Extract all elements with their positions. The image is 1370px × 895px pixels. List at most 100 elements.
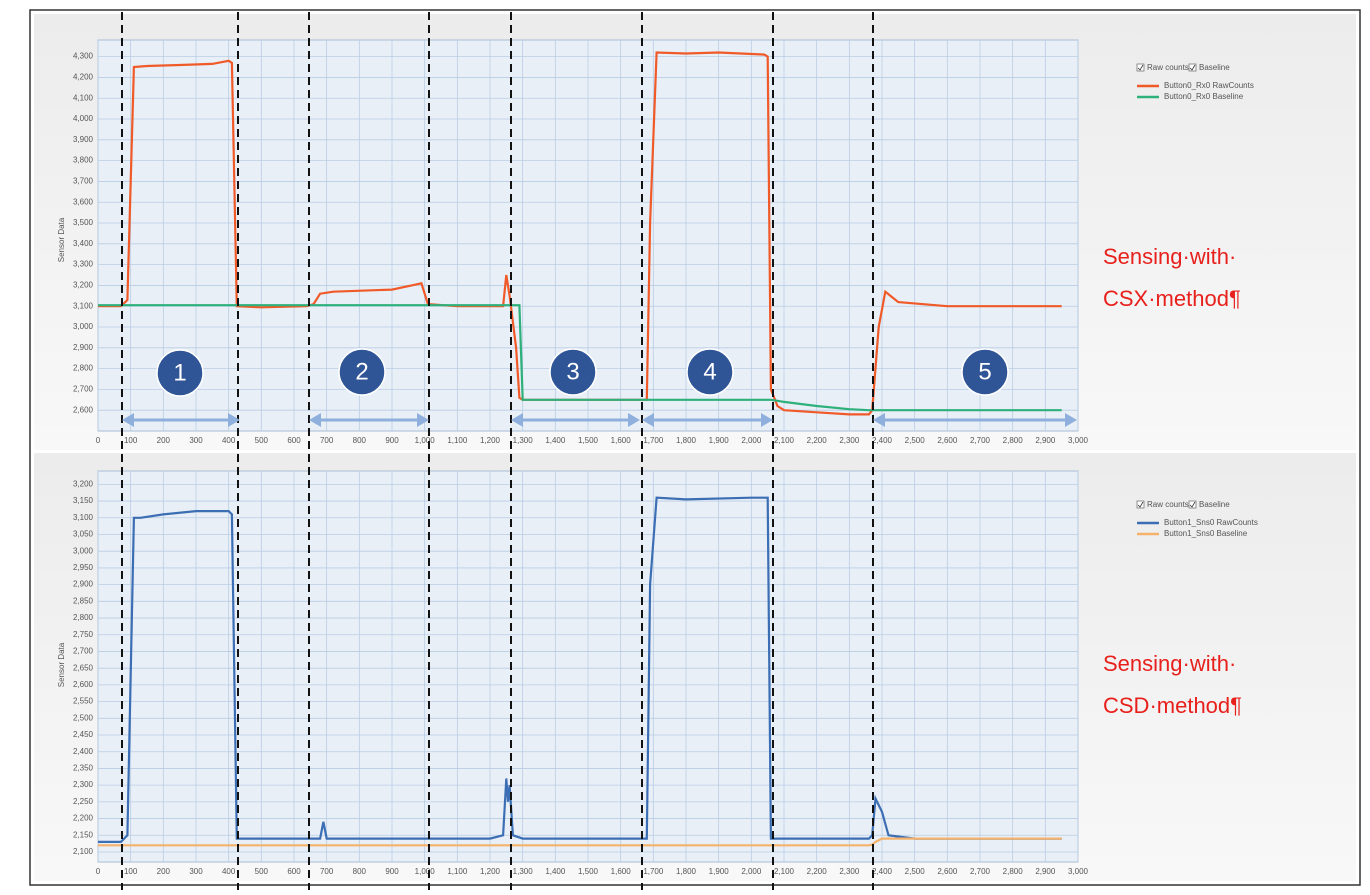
x-tick-label: 2,200: [807, 436, 828, 445]
y-tick-label: 2,650: [73, 663, 94, 672]
x-tick-label: 1,200: [480, 436, 501, 445]
y-tick-label: 2,450: [73, 730, 94, 739]
x-tick-label: 2,900: [1035, 867, 1056, 876]
y-tick-label: 3,200: [73, 281, 94, 290]
x-tick-label: 0: [96, 436, 101, 445]
x-tick-label: 2,300: [839, 436, 860, 445]
x-tick-label: 2,800: [1003, 436, 1024, 445]
y-tick-label: 4,000: [73, 114, 94, 123]
annotation: CSX·method¶: [1103, 286, 1241, 311]
legend-option: Raw counts: [1147, 63, 1189, 72]
legend-label: Button0_Rx0 RawCounts: [1164, 81, 1254, 90]
y-tick-label: 2,250: [73, 797, 94, 806]
x-tick-label: 1,300: [513, 436, 534, 445]
check: [1189, 64, 1196, 71]
y-tick-label: 3,600: [73, 197, 94, 206]
x-tick-label: 2,800: [1003, 867, 1024, 876]
x-tick-label: 700: [320, 867, 334, 876]
x-tick-label: 800: [353, 436, 367, 445]
x-tick-label: 600: [287, 867, 301, 876]
x-tick-label: 2,700: [970, 867, 991, 876]
y-tick-label: 2,800: [73, 364, 94, 373]
y-tick-label: 2,200: [73, 814, 94, 823]
x-tick-label: 100: [124, 867, 138, 876]
x-tick-label: 1,400: [545, 436, 566, 445]
x-tick-label: 1,500: [578, 867, 599, 876]
series-line: [98, 304, 1062, 412]
check: [1137, 501, 1144, 508]
x-tick-label: 2,400: [872, 867, 893, 876]
y-tick-label: 2,600: [73, 680, 94, 689]
annotation: CSD·method¶: [1103, 693, 1242, 718]
x-tick-label: 2,500: [905, 436, 926, 445]
x-tick-label: 1,900: [709, 436, 730, 445]
y-axis-label: Sensor Data: [57, 642, 66, 687]
arrows: [122, 413, 1077, 427]
y-tick-label: 3,500: [73, 218, 94, 227]
region-badge: [961, 348, 1009, 396]
region-badge: [338, 348, 386, 396]
y-tick-label: 2,950: [73, 563, 94, 572]
y-tick-label: 2,500: [73, 713, 94, 722]
x-tick-label: 2,300: [839, 867, 860, 876]
y-tick-label: 2,700: [73, 647, 94, 656]
x-tick-label: 700: [320, 436, 334, 445]
y-tick-label: 3,400: [73, 239, 94, 248]
region-number: 1: [173, 359, 186, 386]
x-tick-label: 1,700: [643, 436, 664, 445]
y-tick-label: 2,100: [73, 847, 94, 856]
x-tick-label: 1,500: [578, 436, 599, 445]
legend-option: Baseline: [1199, 500, 1230, 509]
x-tick-label: 500: [255, 867, 269, 876]
x-tick-label: 1,600: [611, 867, 632, 876]
x-tick-label: 300: [189, 436, 203, 445]
y-tick-label: 2,700: [73, 385, 94, 394]
y-tick-label: 3,000: [73, 546, 94, 555]
y-tick-label: 3,050: [73, 530, 94, 539]
legend-option: Baseline: [1199, 63, 1230, 72]
x-tick-label: 3,000: [1068, 867, 1089, 876]
x-tick-label: 900: [385, 867, 399, 876]
x-tick-label: 300: [189, 867, 203, 876]
x-tick-label: 600: [287, 436, 301, 445]
region-badge: [156, 349, 204, 397]
y-tick-label: 2,900: [73, 580, 94, 589]
legend-option: Raw counts: [1147, 500, 1189, 509]
x-tick-label: 1,700: [643, 867, 664, 876]
y-tick-label: 2,600: [73, 405, 94, 414]
y-tick-label: 2,400: [73, 747, 94, 756]
y-tick-label: 2,850: [73, 596, 94, 605]
y-tick-label: 4,300: [73, 52, 94, 61]
x-tick-label: 400: [222, 436, 236, 445]
legend-label: Button1_Sns0 Baseline: [1164, 529, 1248, 538]
check: [1137, 64, 1144, 71]
legend-checkbox: [1188, 500, 1197, 509]
x-tick-label: 1,100: [447, 867, 468, 876]
x-tick-label: 1,000: [415, 436, 436, 445]
x-tick-label: 1,300: [513, 867, 534, 876]
legend-checkbox: [1136, 500, 1145, 509]
region-badge: [686, 348, 734, 396]
legend-label: Button1_Sns0 RawCounts: [1164, 518, 1258, 527]
legend-label: Button0_Rx0 Baseline: [1164, 92, 1244, 101]
region-number: 4: [703, 358, 716, 385]
region-number: 5: [978, 358, 991, 385]
legend-checkbox: [1188, 63, 1197, 72]
y-tick-label: 3,800: [73, 156, 94, 165]
x-tick-label: 800: [353, 867, 367, 876]
y-axis-label: Sensor Data: [57, 217, 66, 262]
x-tick-label: 400: [222, 867, 236, 876]
region-number: 3: [566, 358, 579, 385]
y-tick-label: 3,000: [73, 322, 94, 331]
x-tick-label: 0: [96, 867, 101, 876]
y-tick-label: 2,350: [73, 764, 94, 773]
annotation: Sensing·with·: [1103, 651, 1236, 676]
y-tick-label: 2,900: [73, 343, 94, 352]
y-tick-label: 3,150: [73, 496, 94, 505]
x-tick-label: 2,200: [807, 867, 828, 876]
x-tick-label: 2,100: [774, 436, 795, 445]
region-number: 2: [355, 358, 368, 385]
series-line: [98, 496, 1062, 843]
y-tick-label: 2,750: [73, 630, 94, 639]
